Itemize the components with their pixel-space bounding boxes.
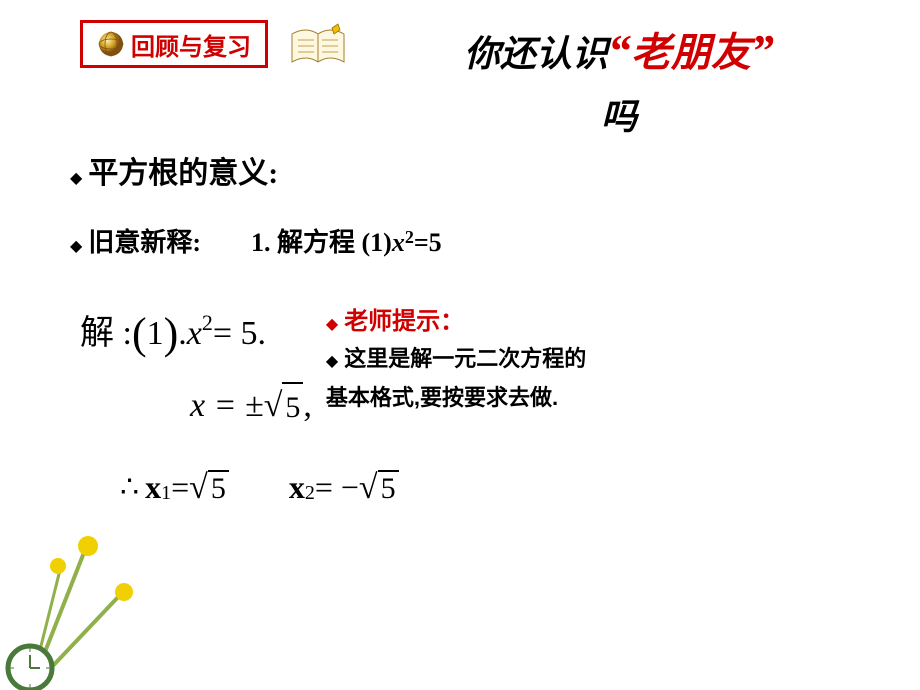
sol-comma: , xyxy=(303,379,312,433)
ans-x1: x xyxy=(145,469,161,506)
title-line2: 吗 xyxy=(601,88,637,140)
header-row: 回顾与复习 你还认识 “ 老朋友 ” 吗 xyxy=(0,0,920,140)
tip2b-text: 基本格式,要按要求去做. xyxy=(326,381,558,414)
title-part1: 你还认识 xyxy=(464,25,608,77)
diamond-icon: ◆ xyxy=(70,168,82,188)
tip-line2b: 基本格式,要按要求去做. xyxy=(326,381,586,414)
sol-eq1: = 5. xyxy=(213,307,266,361)
review-box: 回顾与复习 xyxy=(80,20,268,68)
answer-2: x 2 = − √5 xyxy=(289,469,399,507)
tip2a-text: 这里是解一元二次方程的 xyxy=(344,342,586,375)
tip-line2a: ◆ 这里是解一元二次方程的 xyxy=(326,342,586,375)
book-icon xyxy=(288,22,348,70)
title-part2: 老朋友 xyxy=(631,20,751,78)
sol-lhs2: x = ± xyxy=(190,379,264,433)
line-sqrt-meaning: ◆ 平方根的意义: xyxy=(70,148,870,192)
solution-line2: x = ± √5 , xyxy=(190,379,312,433)
content-area: ◆ 平方根的意义: ◆ 旧意新释: 1. 解方程 (1) x 2 =5 解 : … xyxy=(0,148,920,507)
title-line1: 你还认识 “ 老朋友 ” xyxy=(464,20,774,78)
ans-sub2: 2 xyxy=(305,482,315,505)
ans-neg: = − xyxy=(315,469,359,506)
problem-var: x xyxy=(392,228,405,258)
old-new-bullet: ◆ 旧意新释: xyxy=(70,222,201,259)
answers-row: ∴ x 1 = √5 x 2 = − √5 xyxy=(70,469,870,507)
solution-line1: 解 : ( 1 ) . x 2 = 5. xyxy=(80,299,312,369)
problem-exp: 2 xyxy=(405,227,414,248)
sqrt-meaning-text: 平方根的意义: xyxy=(88,148,278,192)
paren-num: 1 xyxy=(147,307,164,361)
review-label: 回顾与复习 xyxy=(131,27,251,62)
answer-1: ∴ x 1 = √5 xyxy=(120,469,229,507)
sol-prefix: 解 : xyxy=(80,307,132,361)
ans-sub1: 1 xyxy=(161,482,171,505)
therefore-icon: ∴ xyxy=(120,470,139,505)
sqrt-icon: √5 xyxy=(189,469,229,507)
sqrt-icon: √5 xyxy=(264,379,304,433)
tip-line1: ◆ 老师提示： xyxy=(326,301,586,336)
quote-close: ” xyxy=(751,24,774,77)
ans-eq1: = xyxy=(171,469,189,506)
tip1-text: 老师提示： xyxy=(344,301,464,336)
sol-var: x xyxy=(187,307,202,361)
diamond-icon: ◆ xyxy=(70,236,82,256)
problem-eq: =5 xyxy=(414,228,442,258)
quote-open: “ xyxy=(608,24,631,77)
sqrt-icon: √5 xyxy=(359,469,399,507)
paren-open: ( xyxy=(132,299,147,369)
paren-close: ) xyxy=(164,299,179,369)
globe-icon xyxy=(97,30,125,58)
dot: . xyxy=(178,307,187,361)
diamond-icon: ◆ xyxy=(326,351,338,371)
title-area: 你还认识 “ 老朋友 ” 吗 xyxy=(358,20,920,140)
decoration-icon xyxy=(0,510,160,690)
old-new-text: 旧意新释: xyxy=(88,222,201,259)
problem-prefix: 1. 解方程 (1) xyxy=(251,222,392,259)
tips-area: ◆ 老师提示： ◆ 这里是解一元二次方程的 基本格式,要按要求去做. xyxy=(322,299,586,434)
diamond-icon: ◆ xyxy=(326,314,338,334)
line-old-new: ◆ 旧意新释: 1. 解方程 (1) x 2 =5 xyxy=(70,214,870,259)
solution-steps: 解 : ( 1 ) . x 2 = 5. x = ± √5 , xyxy=(70,299,312,434)
problem-statement: 1. 解方程 (1) x 2 =5 xyxy=(251,222,442,259)
ans-x2: x xyxy=(289,469,305,506)
solution-area: 解 : ( 1 ) . x 2 = 5. x = ± √5 , ◆ 老师提示： xyxy=(70,299,870,434)
sol-exp: 2 xyxy=(202,305,213,340)
